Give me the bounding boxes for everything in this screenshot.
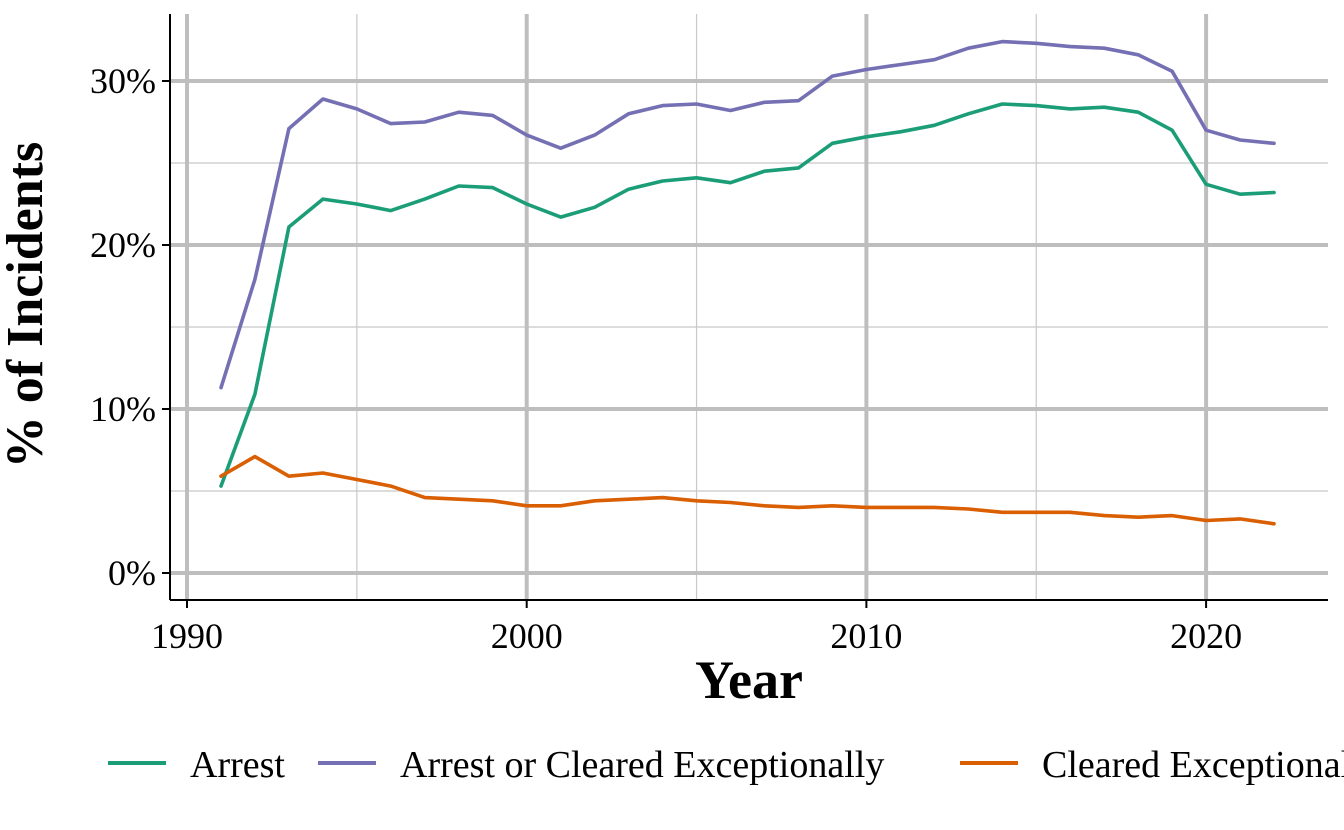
x-tick-label: 2010 [830,616,902,656]
axes [162,14,1328,608]
major-gridlines [170,14,1328,600]
legend-entry-label: Arrest [190,744,285,786]
series-line-cleared-exceptionally [219,454,1276,526]
legend-entry-label: Cleared Exceptionally [1042,744,1344,786]
legend: Arrest Arrest or Cleared Exceptionally Cle… [108,744,1344,786]
series-line-arrest [219,102,1276,488]
y-axis-title: % of Incidents [0,142,54,468]
minor-gridlines [170,14,1328,600]
y-tick-label: 20% [90,225,156,265]
x-tick-label: 2020 [1170,616,1242,656]
x-tick-labels: 1990 2000 2010 2020 [151,616,1242,656]
y-tick-label: 10% [90,389,156,429]
legend-entry-label: Arrest or Cleared Exceptionally [400,744,884,786]
series-line-arrest-or-cleared-exceptionally [219,39,1276,390]
y-tick-label: 0% [108,553,156,593]
series-lines [219,39,1276,526]
y-tick-labels: 0% 10% 20% 30% [90,61,156,593]
y-tick-label: 30% [90,61,156,101]
x-axis-title: Year [695,650,803,710]
x-tick-label: 1990 [151,616,223,656]
x-tick-label: 2000 [491,616,563,656]
